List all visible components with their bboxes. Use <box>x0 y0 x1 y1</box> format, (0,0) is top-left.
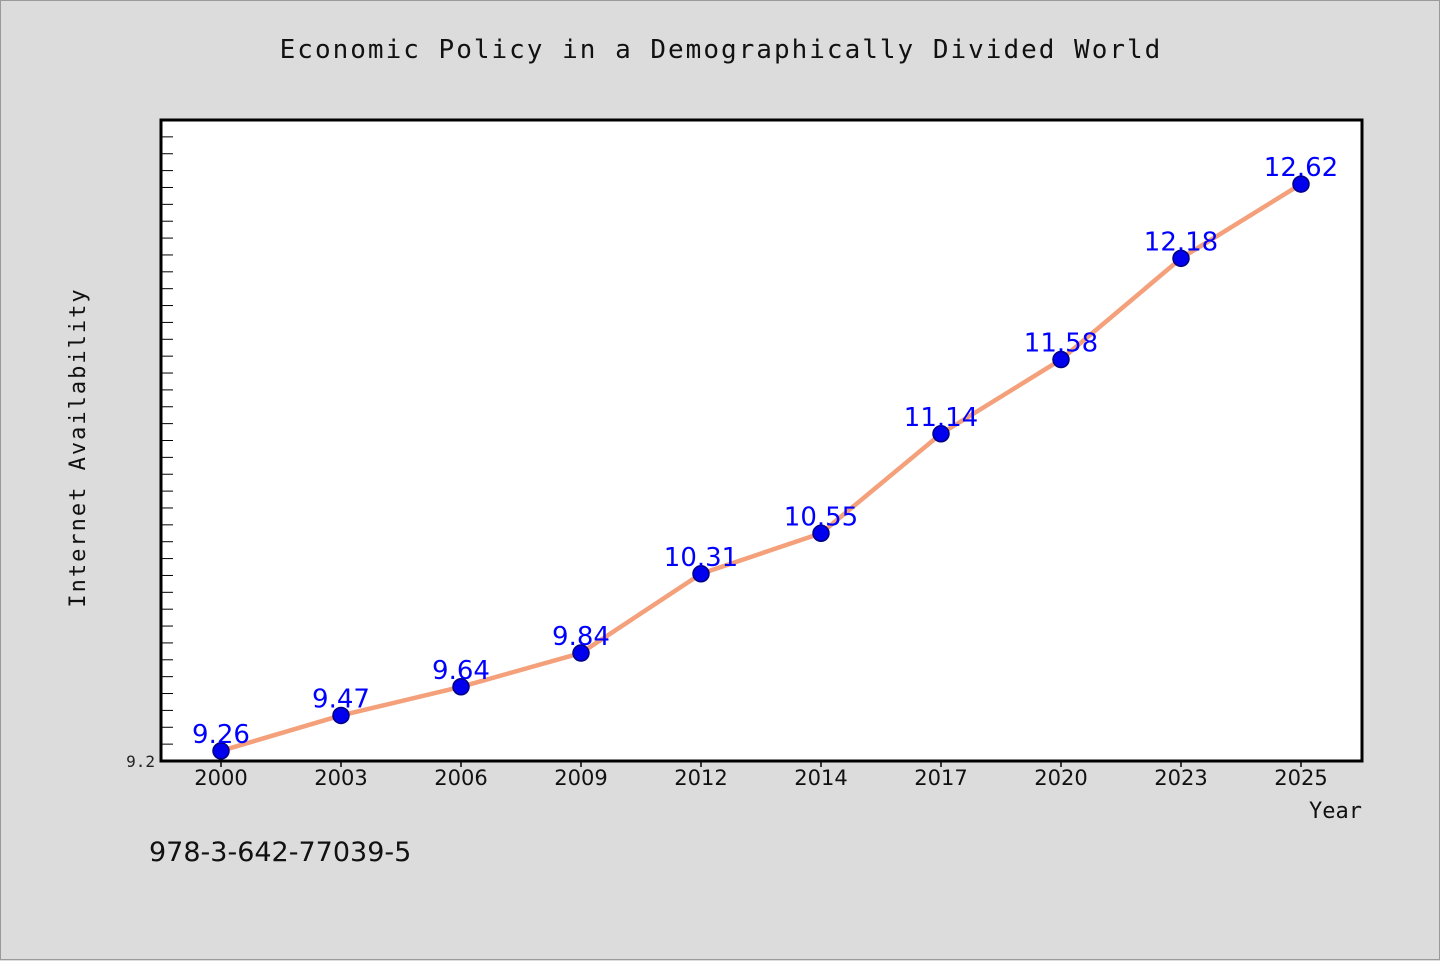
data-point <box>1052 350 1070 369</box>
data-label: 9.47 <box>312 684 370 714</box>
data-point <box>452 678 470 696</box>
y-axis-label: Internet Availability <box>66 287 91 607</box>
data-label: 9.64 <box>432 656 490 686</box>
data-point <box>692 565 710 583</box>
x-tick-label: 2012 <box>674 766 727 790</box>
y-tick-label: 9.2 <box>126 752 155 771</box>
isbn-label: 978-3-642-77039-5 <box>149 837 412 868</box>
data-label: 10.55 <box>784 502 858 532</box>
x-tick-label: 2006 <box>434 766 487 790</box>
x-axis-label: Year <box>1309 799 1362 824</box>
data-point <box>332 706 350 725</box>
data-label: 10.31 <box>664 543 738 573</box>
data-label: 11.58 <box>1024 329 1098 359</box>
x-tick-label: 2017 <box>914 766 967 790</box>
data-point <box>212 742 230 760</box>
x-tick-label: 2003 <box>314 766 367 790</box>
x-tick-label: 2025 <box>1274 766 1327 790</box>
x-tick-label: 2023 <box>1154 766 1207 790</box>
data-label: 9.26 <box>192 720 250 750</box>
x-tick-label: 2009 <box>554 766 607 790</box>
data-label: 12.62 <box>1264 153 1338 183</box>
data-point <box>812 524 830 543</box>
data-point <box>1292 175 1310 193</box>
x-tick-label: 2000 <box>194 766 247 790</box>
data-point <box>932 425 950 443</box>
data-label: 12.18 <box>1144 227 1218 257</box>
data-point <box>572 644 590 662</box>
data-label: 11.14 <box>904 403 978 433</box>
data-label: 9.84 <box>552 622 610 652</box>
series-line <box>218 181 1304 754</box>
chart-title: Economic Policy in a Demographically Div… <box>279 35 1163 65</box>
plot-area <box>159 118 1364 763</box>
x-tick-label: 2020 <box>1034 766 1087 790</box>
data-point <box>1172 249 1190 268</box>
x-tick-label: 2014 <box>794 766 847 790</box>
